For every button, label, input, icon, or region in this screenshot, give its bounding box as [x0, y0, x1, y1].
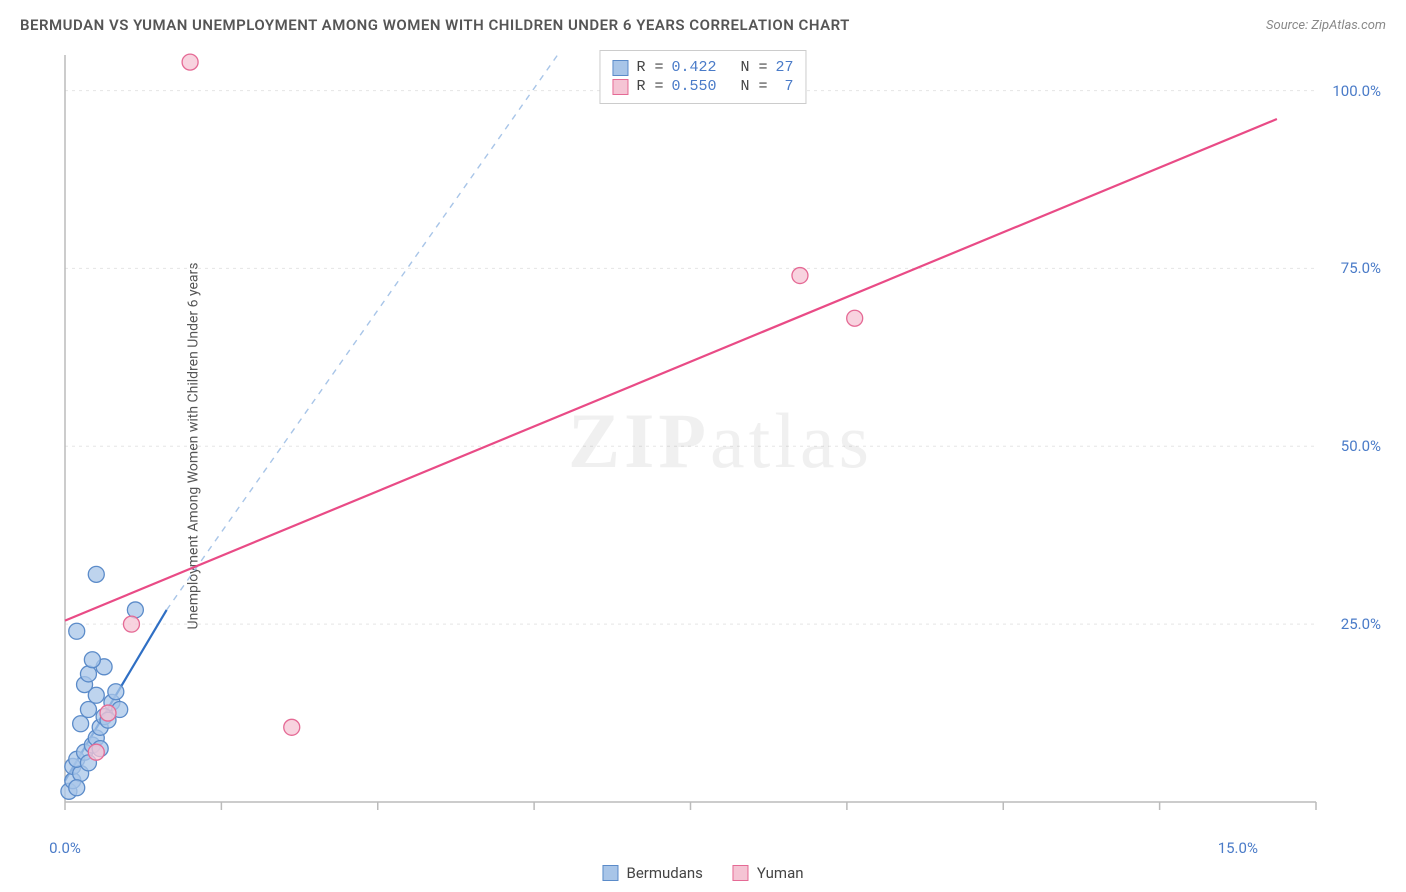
source-attribution: Source: ZipAtlas.com — [1266, 18, 1386, 33]
x-tick-label: 0.0% — [49, 839, 81, 857]
stats-legend-box: R = 0.422 N = 27 R = 0.550 N = 7 — [599, 50, 806, 104]
y-tick-label: 100.0% — [1332, 82, 1381, 100]
stats-row: R = 0.550 N = 7 — [612, 78, 793, 95]
n-value: 7 — [776, 78, 794, 95]
scatter-plot-svg — [55, 50, 1386, 832]
legend-label: Bermudans — [626, 864, 702, 882]
legend-item: Yuman — [733, 864, 804, 882]
y-tick-label: 50.0% — [1341, 437, 1381, 455]
stats-row: R = 0.422 N = 27 — [612, 59, 793, 76]
chart-header: BERMUDAN VS YUMAN UNEMPLOYMENT AMONG WOM… — [0, 0, 1406, 50]
n-value: 27 — [776, 59, 794, 76]
r-value: 0.422 — [671, 59, 716, 76]
y-tick-label: 75.0% — [1341, 259, 1381, 277]
series-legend: Bermudans Yuman — [602, 864, 803, 882]
y-tick-label: 25.0% — [1341, 615, 1381, 633]
legend-swatch — [602, 865, 618, 881]
chart-title: BERMUDAN VS YUMAN UNEMPLOYMENT AMONG WOM… — [20, 16, 850, 34]
legend-swatch — [733, 865, 749, 881]
legend-swatch — [612, 60, 628, 76]
legend-swatch — [612, 79, 628, 95]
legend-item: Bermudans — [602, 864, 702, 882]
x-tick-label: 15.0% — [1218, 839, 1258, 857]
n-label: N = — [741, 59, 768, 76]
r-value: 0.550 — [671, 78, 716, 95]
n-label: N = — [741, 78, 768, 95]
r-label: R = — [636, 59, 663, 76]
chart-area: ZIPatlas — [55, 50, 1386, 832]
r-label: R = — [636, 78, 663, 95]
legend-label: Yuman — [757, 864, 804, 882]
